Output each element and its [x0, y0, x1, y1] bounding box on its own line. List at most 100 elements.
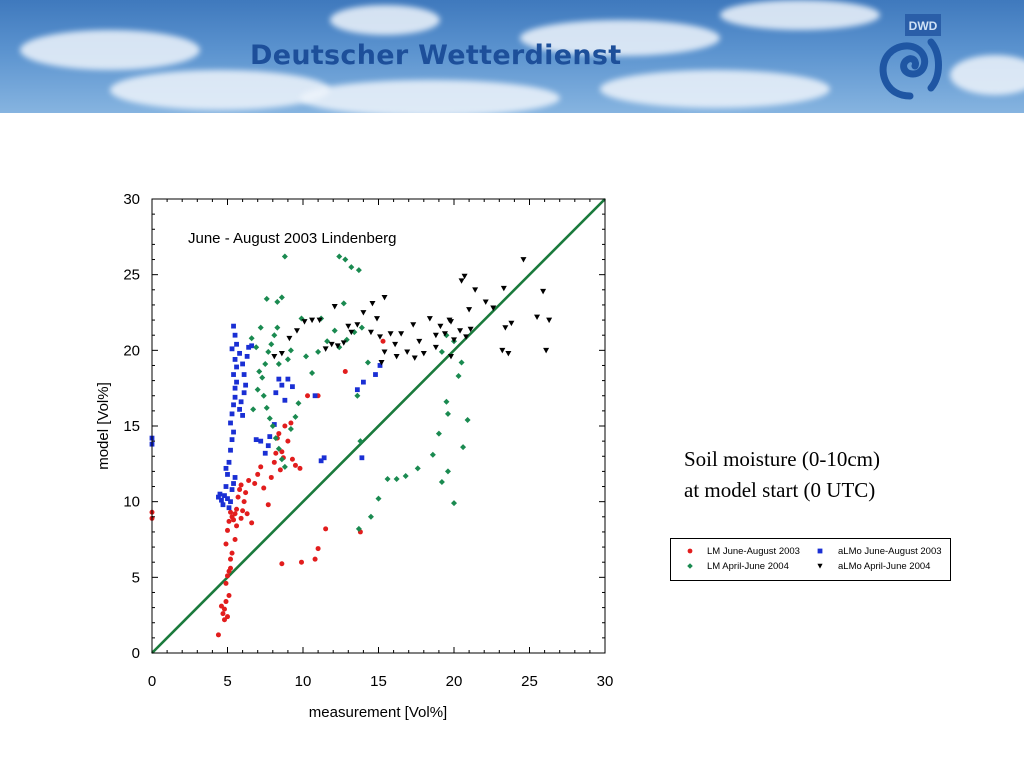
data-point — [305, 393, 311, 399]
data-point — [458, 359, 465, 366]
data-point — [263, 404, 270, 411]
data-point — [377, 334, 384, 340]
data-point — [286, 335, 293, 342]
data-point — [272, 435, 279, 442]
data-point — [276, 431, 282, 437]
data-point — [232, 511, 238, 517]
data-point — [271, 353, 278, 360]
x-tick-label: 20 — [446, 673, 463, 690]
data-point — [223, 484, 229, 489]
data-point — [342, 369, 348, 375]
data-point — [466, 307, 473, 313]
data-point — [420, 350, 427, 357]
data-point — [225, 527, 230, 533]
data-point — [499, 347, 506, 354]
data-point — [342, 256, 349, 263]
data-point — [231, 372, 236, 377]
data-point — [238, 482, 244, 488]
data-point — [234, 506, 240, 512]
data-point — [259, 374, 266, 381]
data-point — [458, 278, 465, 284]
data-point — [285, 376, 291, 382]
data-point — [240, 413, 245, 418]
data-point — [271, 422, 277, 427]
data-point — [246, 344, 252, 350]
data-point — [275, 360, 282, 367]
data-point — [243, 382, 249, 388]
caption-line-2: at model start (0 UTC) — [684, 478, 876, 502]
data-point — [315, 546, 321, 552]
data-point — [231, 481, 236, 486]
data-point — [293, 328, 300, 334]
data-point — [482, 299, 489, 305]
data-point — [284, 356, 291, 363]
data-point — [271, 459, 277, 465]
data-point — [274, 298, 281, 305]
data-point — [322, 346, 329, 352]
data-point — [467, 326, 474, 333]
data-point — [231, 517, 237, 523]
data-point — [226, 505, 232, 511]
data-point — [392, 341, 399, 348]
data-point — [309, 317, 316, 324]
data-point — [384, 475, 391, 482]
data-point — [345, 323, 352, 330]
data-point — [292, 413, 299, 420]
data-point — [292, 462, 298, 468]
data-point — [234, 379, 239, 385]
data-point — [324, 338, 331, 345]
data-point — [222, 493, 227, 499]
data-point — [279, 561, 285, 567]
data-point — [432, 332, 439, 339]
data-point — [505, 350, 512, 357]
data-point — [271, 332, 278, 339]
data-point — [410, 322, 417, 328]
data-point — [268, 341, 275, 348]
chart-legend: LM June-August 2003 aLMo June-August 200… — [670, 538, 951, 581]
data-point — [253, 344, 260, 351]
data-point — [438, 478, 445, 485]
data-point — [287, 426, 294, 433]
data-point — [378, 360, 385, 366]
series-3 — [271, 257, 553, 366]
data-point — [244, 353, 250, 359]
data-point — [318, 458, 324, 464]
y-tick-label: 5 — [132, 569, 140, 586]
data-point — [432, 344, 439, 351]
data-point — [254, 386, 261, 393]
dwd-logo-box — [905, 14, 941, 36]
caption-line-1: Soil moisture (0-10cm) — [684, 447, 880, 471]
data-point — [248, 335, 255, 342]
data-point — [232, 475, 238, 480]
data-point — [309, 370, 316, 377]
series-1 — [149, 323, 383, 511]
data-point — [232, 332, 238, 338]
data-point — [217, 491, 223, 497]
data-point — [255, 471, 261, 477]
data-point — [508, 320, 515, 327]
data-point — [398, 331, 405, 337]
data-point — [451, 337, 457, 343]
x-tick-label: 25 — [521, 673, 538, 690]
data-point — [229, 346, 235, 352]
data-point — [240, 508, 246, 514]
organization-name: Deutscher Wetterdienst — [250, 40, 622, 71]
legend-marker-almo-amj-2004 — [817, 563, 823, 569]
data-point — [451, 500, 457, 507]
data-point — [228, 447, 233, 453]
data-point — [331, 304, 338, 310]
data-point — [273, 450, 279, 456]
data-point — [232, 385, 238, 391]
data-point — [289, 456, 295, 462]
data-point — [281, 253, 288, 260]
data-point — [262, 450, 268, 456]
data-point — [234, 364, 239, 370]
data-point — [360, 310, 367, 316]
data-point — [328, 341, 335, 348]
data-point — [229, 437, 235, 443]
one-to-one-line — [151, 198, 606, 654]
x-tick-label: 15 — [370, 673, 387, 690]
data-point — [359, 455, 365, 461]
legend-label-lm-jja-2003: LM June-August 2003 — [707, 546, 800, 557]
dwd-logo-text: DWD — [909, 19, 938, 33]
